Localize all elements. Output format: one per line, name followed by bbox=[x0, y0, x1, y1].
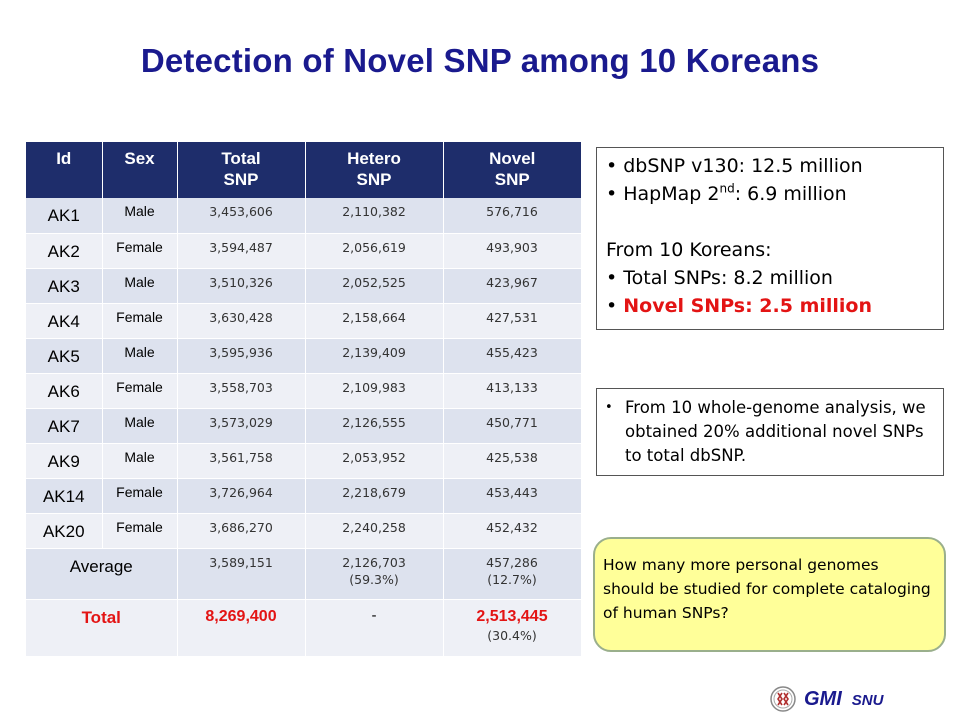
summary-bullet-dbsnp: • dbSNP v130: 12.5 million bbox=[606, 155, 863, 177]
table-row: AK2 Female 3,594,487 2,056,619 493,903 bbox=[26, 233, 582, 269]
total-hetero-snp: - bbox=[305, 599, 444, 657]
cell-novel: 450,771 bbox=[443, 408, 582, 444]
cell-total: 3,453,606 bbox=[177, 198, 306, 234]
summary-bullet-total: • Total SNPs: 8.2 million bbox=[606, 267, 833, 289]
table-row: AK6 Female 3,558,703 2,109,983 413,133 bbox=[26, 373, 582, 409]
col-header-sex: Sex bbox=[102, 142, 178, 198]
col-header-id: Id bbox=[26, 142, 103, 198]
cell-hetero: 2,158,664 bbox=[305, 303, 444, 339]
total-novel-snp: 2,513,445 (30.4%) bbox=[443, 599, 582, 657]
cell-sex: Female bbox=[102, 303, 178, 339]
cell-novel: 413,133 bbox=[443, 373, 582, 409]
snp-summary-box: • dbSNP v130: 12.5 million • HapMap 2nd:… bbox=[596, 147, 944, 330]
cell-novel: 455,423 bbox=[443, 338, 582, 374]
cell-hetero: 2,240,258 bbox=[305, 513, 444, 549]
table-row: AK9 Male 3,561,758 2,053,952 425,538 bbox=[26, 443, 582, 479]
cell-hetero: 2,126,555 bbox=[305, 408, 444, 444]
cell-sex: Female bbox=[102, 478, 178, 514]
cell-id: AK2 bbox=[26, 233, 103, 269]
cell-total: 3,686,270 bbox=[177, 513, 306, 549]
table-row: AK5 Male 3,595,936 2,139,409 455,423 bbox=[26, 338, 582, 374]
table-row: AK20 Female 3,686,270 2,240,258 452,432 bbox=[26, 513, 582, 549]
col-header-novel-snp: Novel SNP bbox=[443, 142, 581, 198]
cell-total: 3,630,428 bbox=[177, 303, 306, 339]
total-total-snp: 8,269,400 bbox=[177, 599, 306, 657]
cell-total: 3,595,936 bbox=[177, 338, 306, 374]
snp-table: Id Sex Total SNP Hetero SNP Novel SNP AK1 M… bbox=[26, 142, 582, 657]
logo-gmi-text: GMI bbox=[804, 687, 842, 710]
question-callout: How many more personal genomes should be… bbox=[593, 537, 946, 652]
table-row: AK4 Female 3,630,428 2,158,664 427,531 bbox=[26, 303, 582, 339]
cell-novel: 427,531 bbox=[443, 303, 582, 339]
logo-snu-text: SNU bbox=[851, 692, 884, 709]
cell-hetero: 2,218,679 bbox=[305, 478, 444, 514]
cell-sex: Female bbox=[102, 373, 178, 409]
cell-novel: 423,967 bbox=[443, 268, 582, 304]
cell-sex: Male bbox=[102, 408, 178, 444]
gmi-logo-icon bbox=[770, 686, 796, 712]
bullet-icon: • bbox=[605, 400, 613, 415]
cell-novel: 453,443 bbox=[443, 478, 582, 514]
col-header-total-snp: Total SNP bbox=[177, 142, 306, 198]
cell-id: AK20 bbox=[26, 513, 103, 549]
cell-total: 3,510,326 bbox=[177, 268, 306, 304]
summary-heading: From 10 Koreans: bbox=[606, 239, 772, 261]
cell-hetero: 2,109,983 bbox=[305, 373, 444, 409]
cell-hetero: 2,056,619 bbox=[305, 233, 444, 269]
gmi-snu-logo: GMI SNU bbox=[770, 686, 883, 712]
cell-hetero: 2,053,952 bbox=[305, 443, 444, 479]
cell-sex: Male bbox=[102, 338, 178, 374]
cell-sex: Male bbox=[102, 268, 178, 304]
cell-sex: Female bbox=[102, 513, 178, 549]
cell-sex: Female bbox=[102, 233, 178, 269]
cell-id: AK14 bbox=[26, 478, 103, 514]
average-hetero: 2,126,703 (59.3%) bbox=[305, 548, 444, 600]
table-row: AK1 Male 3,453,606 2,110,382 576,716 bbox=[26, 198, 582, 234]
cell-total: 3,573,029 bbox=[177, 408, 306, 444]
cell-id: AK4 bbox=[26, 303, 103, 339]
cell-novel: 425,538 bbox=[443, 443, 582, 479]
summary-bullet-hapmap: • HapMap 2nd: 6.9 million bbox=[606, 181, 847, 205]
cell-total: 3,561,758 bbox=[177, 443, 306, 479]
table-row: AK7 Male 3,573,029 2,126,555 450,771 bbox=[26, 408, 582, 444]
total-row: Total 8,269,400 - 2,513,445 (30.4%) bbox=[26, 599, 582, 657]
slide-title: Detection of Novel SNP among 10 Koreans bbox=[140, 42, 820, 79]
cell-id: AK3 bbox=[26, 268, 103, 304]
cell-hetero: 2,139,409 bbox=[305, 338, 444, 374]
table-row: AK3 Male 3,510,326 2,052,525 423,967 bbox=[26, 268, 582, 304]
cell-id: AK1 bbox=[26, 198, 103, 234]
cell-hetero: 2,110,382 bbox=[305, 198, 444, 234]
cell-total: 3,558,703 bbox=[177, 373, 306, 409]
cell-sex: Male bbox=[102, 198, 178, 234]
analysis-note-text: From 10 whole-genome analysis, we obtain… bbox=[625, 398, 926, 465]
cell-novel: 452,432 bbox=[443, 513, 582, 549]
cell-id: AK5 bbox=[26, 338, 103, 374]
cell-novel: 576,716 bbox=[443, 198, 582, 234]
average-label: Average bbox=[26, 548, 178, 600]
cell-hetero: 2,052,525 bbox=[305, 268, 444, 304]
col-header-hetero-snp: Hetero SNP bbox=[305, 142, 444, 198]
summary-bullet-novel: • Novel SNPs: 2.5 million bbox=[606, 295, 873, 317]
cell-novel: 493,903 bbox=[443, 233, 582, 269]
cell-id: AK7 bbox=[26, 408, 103, 444]
table-row: AK14 Female 3,726,964 2,218,679 453,443 bbox=[26, 478, 582, 514]
cell-total: 3,594,487 bbox=[177, 233, 306, 269]
cell-total: 3,726,964 bbox=[177, 478, 306, 514]
cell-id: AK6 bbox=[26, 373, 103, 409]
analysis-note-box: • From 10 whole-genome analysis, we obta… bbox=[596, 388, 944, 476]
average-total: 3,589,151 bbox=[177, 548, 306, 600]
total-label: Total bbox=[26, 599, 178, 657]
average-row: Average 3,589,151 2,126,703 (59.3%) 457,2… bbox=[26, 548, 582, 600]
table-header-row: Id Sex Total SNP Hetero SNP Novel SNP bbox=[26, 142, 581, 198]
cell-sex: Male bbox=[102, 443, 178, 479]
average-novel: 457,286 (12.7%) bbox=[443, 548, 582, 600]
cell-id: AK9 bbox=[26, 443, 103, 479]
